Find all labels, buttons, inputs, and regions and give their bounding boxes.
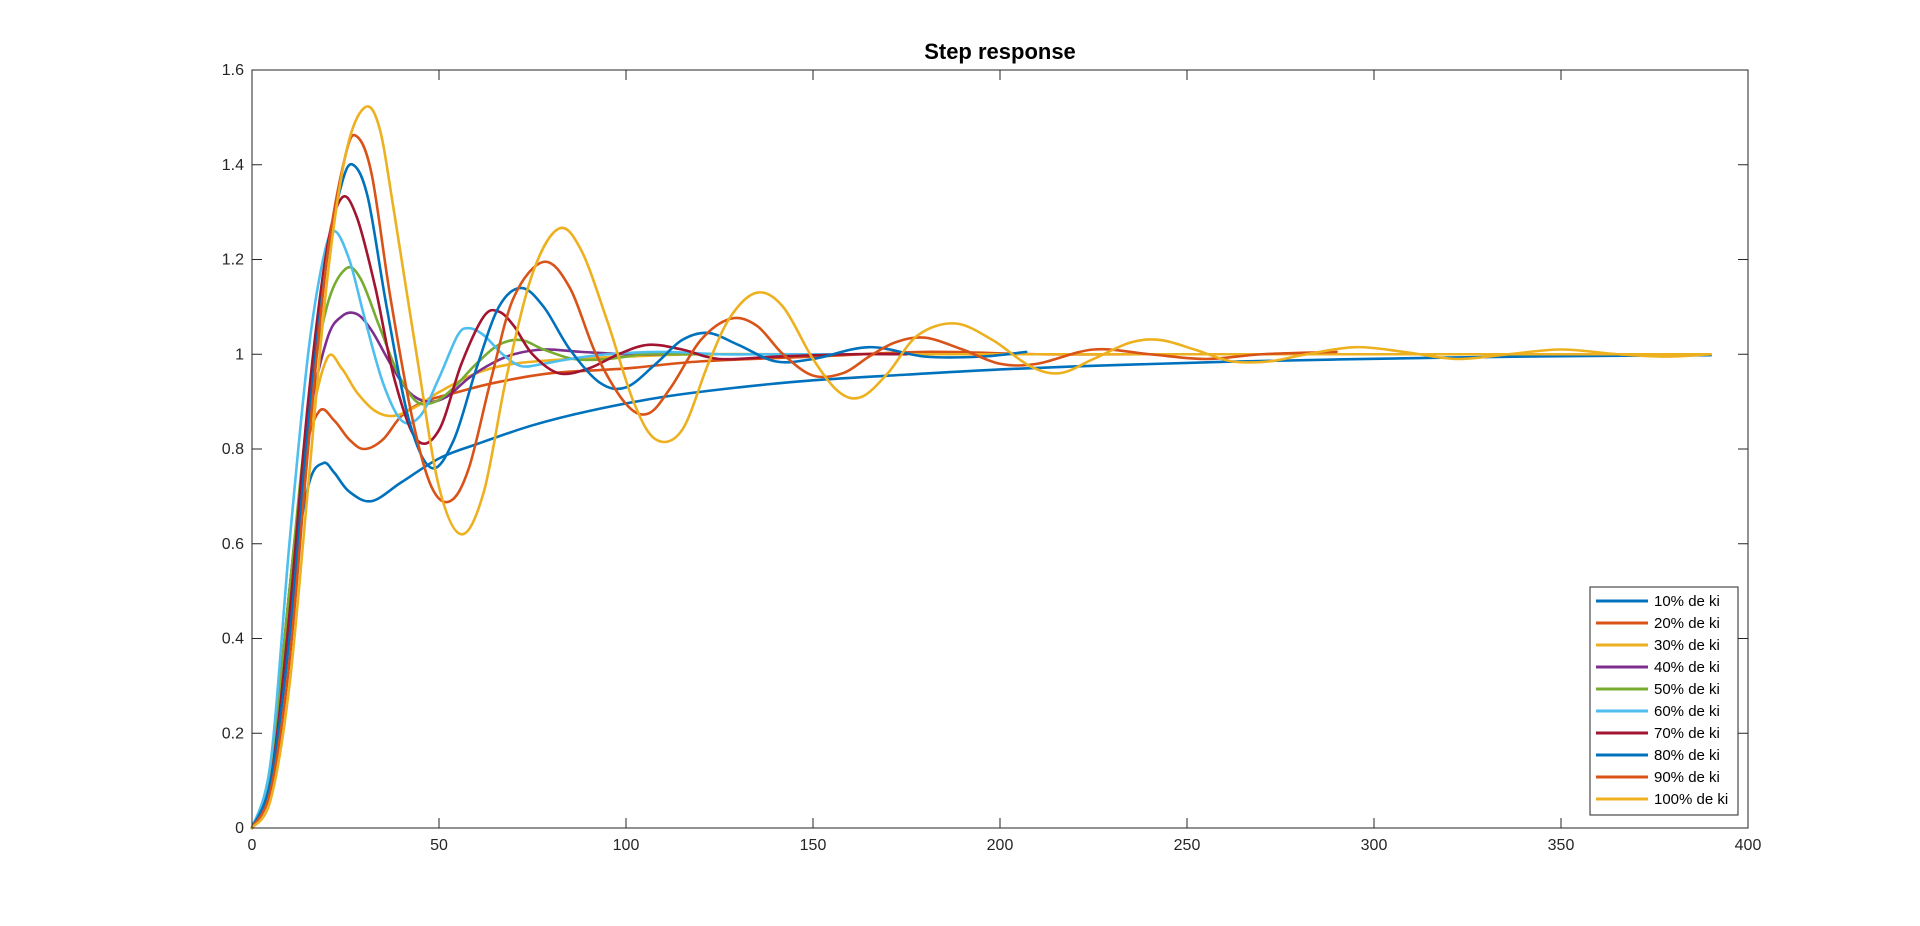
y-tick-label: 0.2 bbox=[222, 725, 244, 742]
axes-box bbox=[251, 69, 1749, 829]
x-tick-label: 150 bbox=[800, 837, 827, 854]
y-tick-label: 0 bbox=[235, 820, 244, 837]
legend-label: 80% de ki bbox=[1654, 747, 1720, 764]
x-tick-label: 0 bbox=[248, 837, 257, 854]
x-tick-label: 100 bbox=[613, 837, 640, 854]
legend-label: 10% de ki bbox=[1654, 593, 1720, 610]
x-tick-label: 350 bbox=[1548, 837, 1575, 854]
legend[interactable]: 10% de ki 20% de ki 30% de ki 40% de ki 50% … bbox=[1589, 586, 1739, 816]
legend-label: 30% de ki bbox=[1654, 637, 1720, 654]
legend-label: 90% de ki bbox=[1654, 769, 1720, 786]
y-tick-label: 0.4 bbox=[222, 631, 244, 648]
y-tick-label: 0.6 bbox=[222, 536, 244, 553]
legend-label: 100% de ki bbox=[1654, 791, 1728, 808]
tick-layer: 0 50 100 150 200 250 300 350 400 0 0.2 0.4 0.6 0.8 1 1.… bbox=[222, 62, 1762, 854]
legend-label: 70% de ki bbox=[1654, 725, 1720, 742]
y-tick-label: 1 bbox=[235, 346, 244, 363]
y-tick-label: 1.6 bbox=[222, 62, 244, 79]
x-tick-label: 50 bbox=[430, 837, 448, 854]
x-tick-label: 250 bbox=[1174, 837, 1201, 854]
series-line-6 bbox=[250, 229, 852, 830]
x-tick-label: 400 bbox=[1735, 837, 1762, 854]
legend-label: 40% de ki bbox=[1654, 659, 1720, 676]
legend-label: 60% de ki bbox=[1654, 703, 1720, 720]
legend-label: 20% de ki bbox=[1654, 615, 1720, 632]
y-tick-label: 1.2 bbox=[222, 252, 244, 269]
x-tick-label: 200 bbox=[987, 837, 1014, 854]
series-layer bbox=[250, 105, 1712, 830]
legend-label: 50% de ki bbox=[1654, 681, 1720, 698]
series-line-10 bbox=[250, 105, 1712, 830]
x-tick-label: 300 bbox=[1361, 837, 1388, 854]
axes-background bbox=[252, 70, 1748, 828]
series-line-1 bbox=[250, 353, 1712, 830]
y-tick-label: 0.8 bbox=[222, 441, 244, 458]
y-tick-label: 1.4 bbox=[222, 157, 244, 174]
chart-title: Step response bbox=[924, 39, 1076, 64]
